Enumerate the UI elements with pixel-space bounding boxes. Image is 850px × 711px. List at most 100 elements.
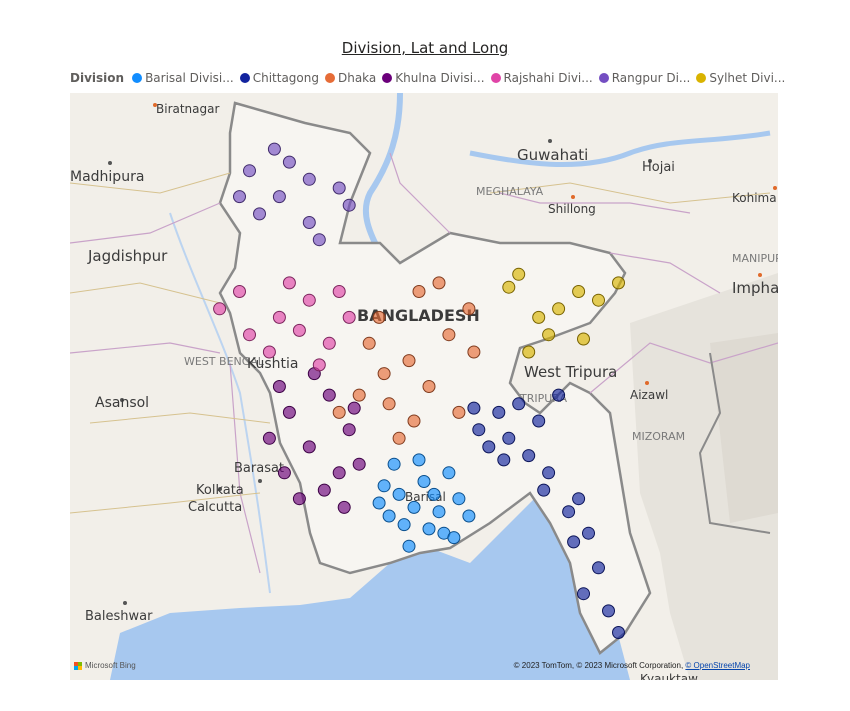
data-point[interactable]	[552, 388, 566, 402]
data-point[interactable]	[512, 397, 526, 411]
data-point[interactable]	[612, 276, 625, 290]
data-point[interactable]	[382, 509, 396, 523]
data-point[interactable]	[562, 505, 576, 519]
data-point[interactable]	[342, 198, 356, 212]
data-point[interactable]	[522, 345, 536, 359]
data-point[interactable]	[447, 531, 461, 545]
data-point[interactable]	[302, 440, 316, 454]
data-point[interactable]	[407, 500, 421, 514]
data-point[interactable]	[502, 431, 516, 445]
data-point[interactable]	[372, 310, 386, 324]
data-point[interactable]	[497, 453, 511, 467]
data-point[interactable]	[392, 487, 406, 501]
data-point[interactable]	[302, 172, 316, 186]
data-point[interactable]	[213, 302, 227, 316]
data-point[interactable]	[332, 466, 346, 480]
data-point[interactable]	[462, 302, 476, 316]
data-point[interactable]	[582, 526, 595, 540]
data-point[interactable]	[572, 285, 586, 298]
data-point[interactable]	[233, 285, 246, 298]
data-point[interactable]	[407, 414, 421, 428]
data-point[interactable]	[422, 522, 436, 536]
data-point[interactable]	[542, 328, 556, 342]
data-point[interactable]	[502, 280, 516, 294]
data-point[interactable]	[462, 509, 476, 523]
data-point[interactable]	[402, 354, 416, 368]
map-canvas[interactable]: Biratnagar Guwahati Hojai Madhipura MEGHALAY…	[70, 93, 778, 680]
openstreetmap-link[interactable]: © OpenStreetMap	[685, 661, 750, 670]
data-point[interactable]	[312, 233, 326, 247]
data-point[interactable]	[452, 492, 466, 506]
data-point[interactable]	[282, 155, 296, 169]
data-point[interactable]	[532, 414, 546, 428]
legend-item[interactable]: Khulna Divisi...	[382, 71, 485, 85]
data-point[interactable]	[412, 453, 426, 467]
data-point[interactable]	[432, 276, 446, 290]
data-point[interactable]	[317, 483, 331, 497]
data-point[interactable]	[322, 336, 336, 350]
data-point[interactable]	[243, 164, 256, 178]
data-point[interactable]	[292, 323, 306, 337]
data-point[interactable]	[417, 475, 431, 488]
data-point[interactable]	[262, 345, 276, 359]
data-point[interactable]	[402, 539, 416, 553]
data-point[interactable]	[592, 561, 605, 575]
data-point[interactable]	[342, 423, 356, 437]
data-point[interactable]	[267, 142, 281, 156]
data-point[interactable]	[337, 500, 351, 514]
data-point[interactable]	[282, 276, 296, 290]
data-point[interactable]	[282, 405, 296, 419]
data-point[interactable]	[243, 328, 256, 342]
data-point[interactable]	[387, 457, 401, 471]
data-point[interactable]	[467, 345, 481, 359]
data-point[interactable]	[482, 440, 496, 454]
data-point[interactable]	[392, 431, 406, 445]
data-point[interactable]	[427, 487, 441, 501]
data-point[interactable]	[412, 285, 426, 298]
data-point[interactable]	[302, 293, 316, 307]
data-point[interactable]	[577, 332, 590, 346]
data-point[interactable]	[442, 466, 456, 480]
data-point[interactable]	[532, 310, 546, 324]
data-point[interactable]	[492, 405, 506, 419]
data-point[interactable]	[442, 328, 456, 342]
data-point[interactable]	[332, 405, 346, 419]
data-point[interactable]	[397, 518, 411, 532]
data-point[interactable]	[572, 492, 586, 506]
data-point[interactable]	[272, 380, 286, 393]
data-point[interactable]	[352, 457, 366, 471]
data-point[interactable]	[472, 423, 486, 437]
data-point[interactable]	[552, 302, 566, 316]
data-point[interactable]	[567, 535, 581, 549]
data-point[interactable]	[577, 587, 590, 601]
data-point[interactable]	[452, 405, 466, 419]
data-point[interactable]	[362, 336, 376, 350]
data-point[interactable]	[262, 431, 276, 445]
data-point[interactable]	[277, 466, 291, 480]
legend-item[interactable]: Rangpur Di...	[598, 71, 690, 85]
data-point[interactable]	[272, 310, 286, 324]
data-point[interactable]	[592, 293, 605, 307]
data-point[interactable]	[537, 483, 551, 497]
data-point[interactable]	[347, 401, 361, 415]
legend-item[interactable]: Chittagong	[239, 71, 319, 85]
data-point[interactable]	[352, 388, 366, 402]
data-point[interactable]	[542, 466, 556, 480]
data-point[interactable]	[253, 207, 266, 221]
data-point[interactable]	[522, 449, 536, 463]
data-point[interactable]	[377, 367, 391, 381]
data-point[interactable]	[322, 388, 336, 402]
data-point[interactable]	[292, 492, 306, 506]
data-point[interactable]	[372, 496, 386, 510]
data-point[interactable]	[432, 505, 446, 519]
data-point[interactable]	[302, 216, 316, 229]
data-point[interactable]	[332, 181, 346, 195]
data-point[interactable]	[467, 401, 481, 415]
data-point[interactable]	[272, 190, 286, 204]
data-point[interactable]	[312, 358, 326, 372]
legend-item[interactable]: Rajshahi Divi...	[490, 71, 593, 85]
data-point[interactable]	[512, 267, 526, 281]
data-point[interactable]	[377, 479, 391, 493]
data-point[interactable]	[612, 626, 625, 639]
data-point[interactable]	[422, 380, 436, 393]
